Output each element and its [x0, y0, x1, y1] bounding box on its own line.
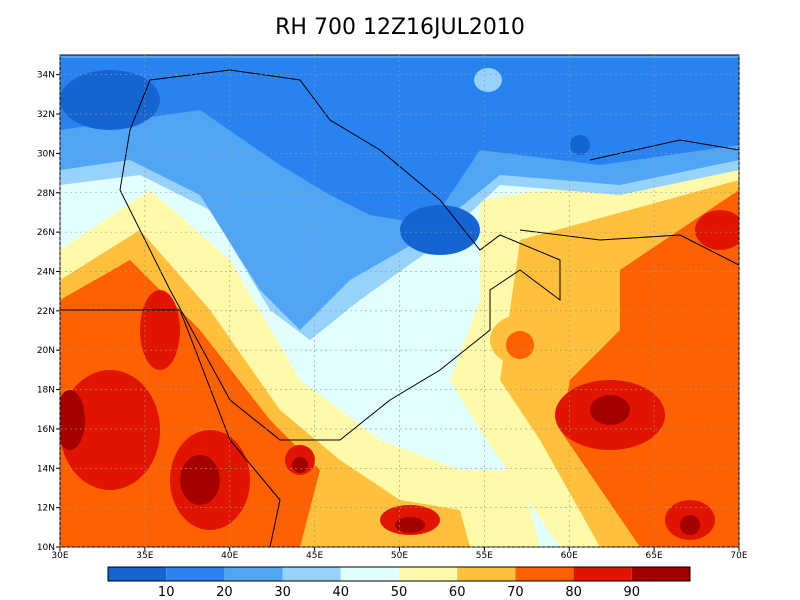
colorbar-label: 10: [158, 585, 175, 600]
lon-tick-label: 55E: [476, 551, 493, 561]
lat-tick-label: 10N: [37, 543, 55, 553]
lon-tick-label: 35E: [136, 551, 153, 561]
lat-tick-label: 18N: [37, 386, 55, 396]
colorbar-box: [399, 567, 458, 581]
lon-tick-label: 60E: [561, 551, 578, 561]
colorbar-box: [457, 567, 516, 581]
lat-tick-label: 34N: [37, 71, 55, 81]
colorbar-label: 20: [216, 585, 233, 600]
colorbar-frame: [107, 566, 691, 582]
lat-tick-label: 32N: [37, 110, 55, 120]
lon-tick-label: 30E: [51, 551, 68, 561]
colorbar-box: [515, 567, 574, 581]
lat-tick-label: 30N: [37, 149, 55, 159]
colorbar-box: [340, 567, 399, 581]
lat-tick-label: 12N: [37, 504, 55, 514]
colorbar-label: 90: [624, 585, 641, 600]
lon-tick-label: 45E: [306, 551, 323, 561]
lon-tick-label: 50E: [391, 551, 408, 561]
colorbar-label: 60: [449, 585, 466, 600]
map-title: RH 700 12Z16JUL2010: [275, 15, 525, 40]
axes: 30E 35E 40E 45E 50E 55E 60E 65E 70E 10N 12N 14N 16N 1…: [37, 55, 748, 561]
lon-tick-label: 70E: [730, 551, 747, 561]
colorbar-box: [573, 567, 632, 581]
colorbar-box: [224, 567, 283, 581]
colorbar: 10 20 30 40 50 60 70 80 90: [107, 566, 691, 600]
colorbar-box: [108, 567, 167, 581]
colorbar-box: [282, 567, 341, 581]
rh-field: [60, 55, 739, 547]
lat-tick-label: 26N: [37, 228, 55, 238]
lat-tick-label: 16N: [37, 425, 55, 435]
lon-tick-label: 40E: [221, 551, 238, 561]
lon-tick-label: 65E: [646, 551, 663, 561]
lat-tick-label: 28N: [37, 189, 55, 199]
colorbar-box: [166, 567, 225, 581]
colorbar-label: 30: [274, 585, 291, 600]
colorbar-label: 80: [565, 585, 582, 600]
colorbar-box: [631, 567, 690, 581]
lat-tick-label: 20N: [37, 346, 55, 356]
lat-tick-label: 22N: [37, 307, 55, 317]
lat-tick-label: 14N: [37, 464, 55, 474]
colorbar-label: 70: [507, 585, 524, 600]
colorbar-label: 50: [391, 585, 408, 600]
lat-tick-label: 24N: [37, 267, 55, 277]
colorbar-label: 40: [333, 585, 350, 600]
